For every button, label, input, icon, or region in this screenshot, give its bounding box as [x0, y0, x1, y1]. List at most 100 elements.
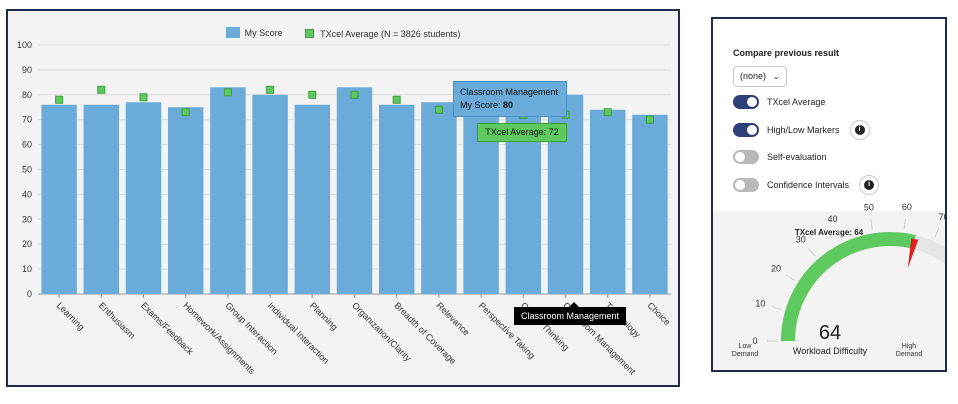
low-demand-label: Low Demand	[732, 343, 759, 358]
chart-legend: My Score TXcel Average (N = 3826 student…	[8, 27, 678, 40]
legend-my-score[interactable]: My Score	[225, 27, 283, 38]
y-tick-label: 80	[22, 90, 32, 100]
toggle-row-high-low-markers: High/Low Markers i	[733, 120, 870, 140]
gauge-tick-label: 40	[828, 214, 838, 224]
average-marker	[181, 108, 190, 117]
gauge-tick-label: 30	[796, 235, 806, 245]
x-tick-label: Homework/Assignments	[181, 300, 257, 376]
bar	[336, 87, 373, 294]
x-tick-label: Planning	[308, 300, 340, 332]
y-tick-label: 50	[22, 165, 32, 175]
x-tick-label: Enthusiasm	[97, 300, 137, 340]
bar	[589, 109, 626, 295]
legend-marker-swatch	[305, 29, 315, 38]
axis-tooltip: Classroom Management	[514, 307, 626, 325]
chevron-down-icon: ⌄	[772, 71, 780, 81]
txcel-average-toggle[interactable]	[733, 95, 759, 109]
toggle-label: High/Low Markers	[767, 125, 840, 135]
x-tick-label: Choice	[645, 300, 672, 327]
self-evaluation-toggle[interactable]	[733, 150, 759, 164]
y-tick-label: 60	[22, 140, 32, 150]
chart-panel: My Score TXcel Average (N = 3826 student…	[6, 9, 680, 387]
bar	[421, 102, 457, 295]
gauge-tick	[870, 219, 873, 230]
gauge-tick	[934, 227, 940, 238]
average-marker	[139, 93, 148, 102]
gauge-tick	[785, 274, 795, 281]
gauge-tick-label: 20	[771, 264, 781, 274]
bar	[294, 104, 331, 294]
legend-txcel-average[interactable]: TXcel Average (N = 3826 students)	[305, 29, 460, 39]
average-tooltip: TXcel Average: 72	[477, 123, 567, 142]
legend-txcel-average-label: TXcel Average (N = 3826 students)	[320, 28, 461, 39]
bar	[41, 104, 77, 294]
average-marker	[603, 108, 612, 117]
gauge-tick	[903, 218, 906, 229]
gauge-track	[781, 232, 945, 342]
gauge-tick-label: 50	[864, 203, 874, 213]
average-marker	[350, 90, 359, 99]
bar	[125, 102, 162, 295]
confidence-intervals-toggle[interactable]	[733, 178, 759, 192]
tooltip-title: Classroom Management	[460, 87, 559, 97]
gauge-tick	[808, 248, 816, 257]
settings-panel: Compare previous result (none) ⌄ TXcel A…	[711, 17, 947, 372]
x-tick-label: Relevance	[434, 300, 471, 337]
average-marker	[223, 88, 232, 97]
tooltip-score: My Score: 80	[460, 99, 560, 112]
compare-title: Compare previous result	[733, 48, 840, 58]
info-button[interactable]: i	[859, 175, 880, 195]
toggle-knob	[735, 152, 745, 162]
bar	[632, 114, 668, 294]
high-low-markers-toggle[interactable]	[733, 123, 759, 137]
average-marker	[266, 85, 275, 94]
gauge-value: 64	[819, 322, 841, 344]
y-tick-label: 10	[22, 264, 32, 274]
info-icon: i	[854, 125, 865, 135]
y-tick-label: 70	[22, 115, 32, 125]
toggle-knob	[735, 180, 745, 190]
gauge-needle	[907, 238, 919, 269]
info-icon: i	[864, 180, 875, 190]
bar	[210, 87, 246, 294]
toggle-row-self-evaluation: Self-evaluation	[733, 149, 827, 165]
gauge-tick	[771, 306, 782, 310]
axis-tooltip-arrow	[569, 302, 579, 307]
gauge-label: Workload Difficulty	[793, 346, 868, 356]
gauge-tick-label: 70	[939, 212, 945, 222]
bar	[252, 94, 288, 294]
average-marker	[434, 105, 443, 114]
y-tick-label: 90	[22, 65, 32, 75]
gauge-tick	[837, 229, 843, 239]
bar-chart: 0 10 20 30 40 50 60 70 80 90 100 Learning Enthusiasm…	[17, 40, 672, 377]
y-tick-label: 0	[27, 289, 32, 299]
toggle-knob	[747, 125, 757, 135]
tooltip-score-label: My Score:	[460, 100, 501, 110]
info-button[interactable]: i	[849, 120, 870, 140]
score-tooltip: Classroom Management My Score: 80	[453, 81, 567, 117]
toggle-label: TXcel Average	[767, 97, 826, 107]
legend-bar-swatch	[225, 27, 240, 38]
average-marker	[97, 85, 106, 94]
toggle-row-confidence-intervals: Confidence Intervals i	[733, 175, 880, 195]
bar	[378, 104, 415, 294]
gauge-title: TXcel Average: 64	[794, 228, 864, 237]
y-tick-label: 30	[22, 214, 32, 224]
y-tick-label: 100	[17, 40, 32, 50]
toggle-label: Self-evaluation	[767, 152, 827, 162]
average-marker	[55, 95, 64, 104]
gauge-tick-label: 10	[755, 298, 765, 308]
average-marker	[645, 115, 654, 124]
legend-my-score-label: My Score	[244, 27, 283, 38]
average-marker	[308, 90, 317, 99]
compare-dropdown[interactable]: (none) ⌄	[733, 66, 787, 87]
toggle-label: Confidence Intervals	[767, 180, 850, 190]
toggle-knob	[747, 97, 757, 107]
y-tick-label: 20	[22, 239, 32, 249]
gauge-tick-label: 0	[752, 336, 757, 346]
dropdown-value: (none)	[740, 71, 767, 81]
tooltip-score-value: 80	[503, 100, 514, 110]
y-tick-label: 40	[22, 189, 32, 199]
compare-settings: Compare previous result (none) ⌄ TXcel A…	[713, 19, 945, 211]
workload-gauge: 010203040506070809010064Workload Difficu…	[732, 202, 945, 358]
